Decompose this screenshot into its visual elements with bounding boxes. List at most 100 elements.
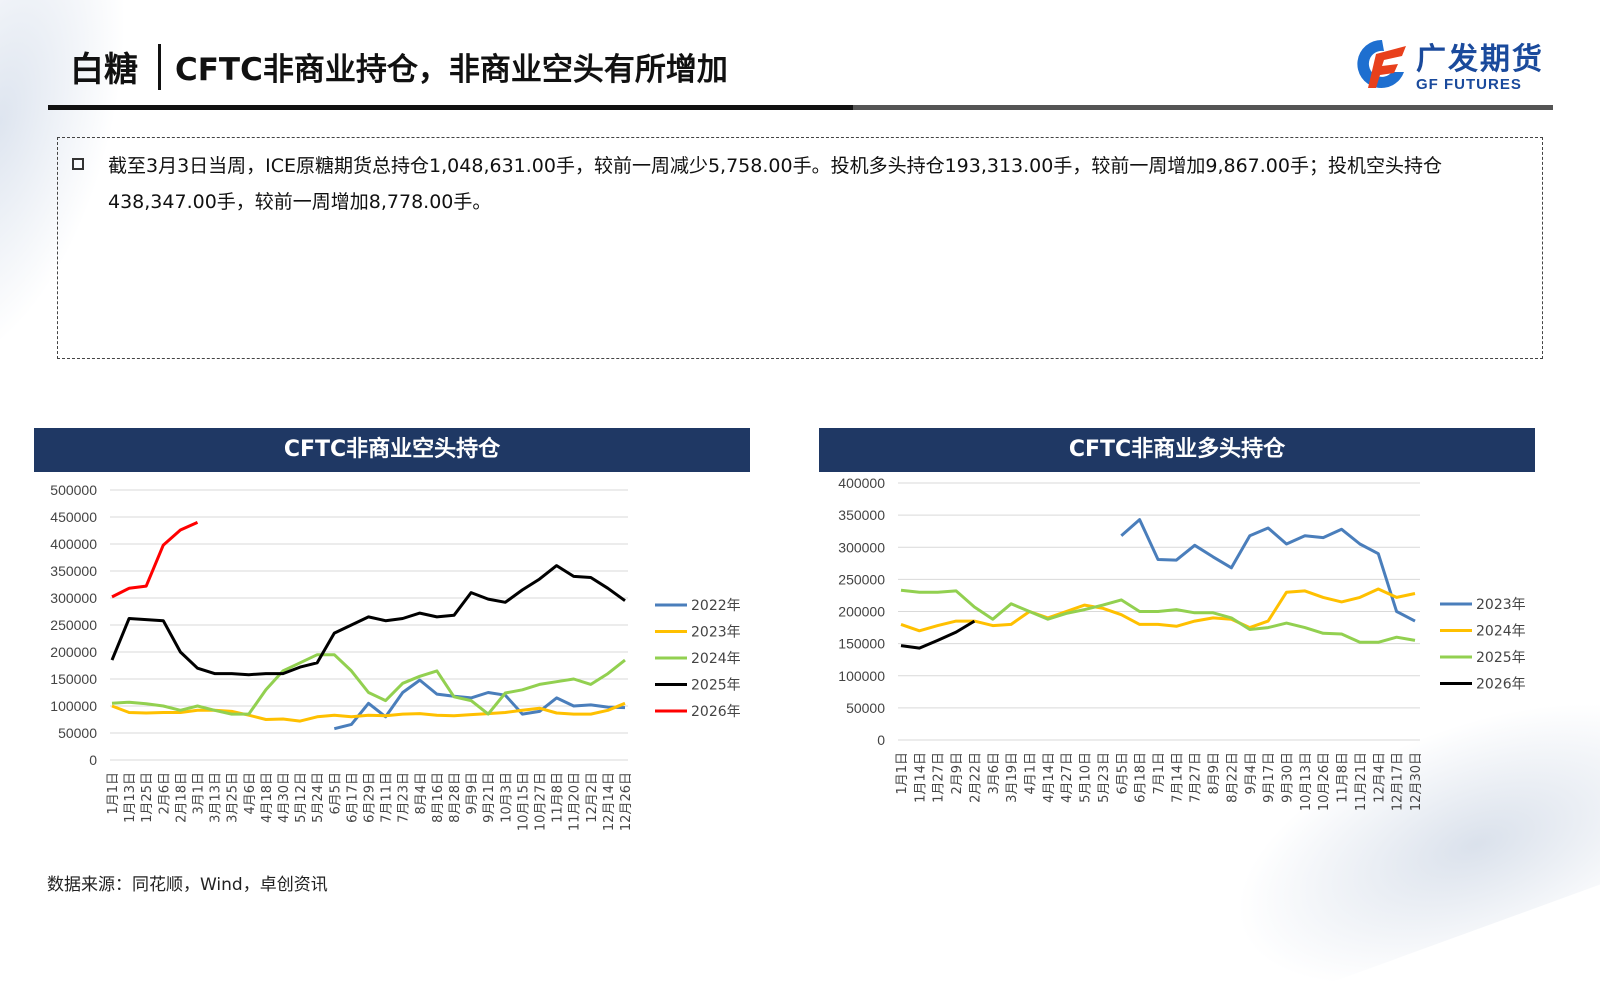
y-tick-label: 200000	[50, 644, 97, 660]
x-tick-label: 4月6日	[243, 772, 258, 815]
x-tick-label: 11月21日	[1354, 752, 1369, 811]
x-tick-label: 9月4日	[1244, 752, 1259, 795]
x-tick-label: 1月27日	[932, 752, 947, 803]
series-line-2024年	[111, 653, 626, 716]
y-tick-label: 100000	[838, 668, 885, 684]
x-tick-label: 12月26日	[619, 772, 634, 831]
x-tick-label: 6月5日	[1115, 752, 1130, 795]
x-tick-label: 4月14日	[1042, 752, 1057, 803]
series-line-2026年	[900, 619, 976, 650]
x-tick-label: 2月9日	[950, 752, 965, 795]
summary-box: 截至3月3日当周，ICE原糖期货总持仓1,048,631.00手，较前一周减少5…	[57, 137, 1543, 359]
x-tick-label: 4月30日	[277, 772, 292, 823]
y-tick-label: 500000	[50, 482, 97, 498]
x-tick-label: 3月13日	[209, 772, 224, 823]
x-tick-label: 10月26日	[1317, 752, 1332, 811]
y-tick-label: 150000	[50, 671, 97, 687]
title-subtitle: CFTC非商业持仓，非商业空头有所增加	[175, 52, 728, 88]
x-tick-label: 7月11日	[380, 772, 395, 823]
y-tick-label: 0	[89, 752, 97, 768]
chart-title-short: CFTC非商业空头持仓	[34, 428, 750, 472]
x-tick-label: 3月25日	[226, 772, 241, 823]
y-tick-label: 450000	[50, 509, 97, 525]
title-separator	[158, 43, 161, 90]
legend-label: 2026年	[1476, 677, 1526, 693]
y-tick-label: 50000	[846, 700, 885, 716]
x-tick-label: 4月18日	[260, 772, 275, 823]
x-tick-label: 1月14日	[913, 752, 928, 803]
x-tick-label: 8月4日	[414, 772, 429, 815]
series-line-2022年	[333, 678, 626, 731]
x-tick-label: 12月17日	[1391, 752, 1406, 811]
y-tick-label: 350000	[838, 507, 885, 523]
legend-label: 2026年	[691, 704, 741, 720]
title-commodity: 白糖	[70, 50, 138, 90]
y-tick-label: 100000	[50, 698, 97, 714]
x-tick-label: 7月14日	[1170, 752, 1185, 803]
x-tick-label: 3月1日	[192, 772, 207, 815]
x-tick-label: 3月6日	[987, 752, 1002, 795]
y-tick-label: 400000	[838, 475, 885, 491]
y-tick-label: 250000	[50, 617, 97, 633]
x-tick-label: 4月1日	[1024, 752, 1039, 795]
series-line-2023年	[1120, 518, 1416, 623]
bullet-icon	[72, 158, 84, 170]
data-source: 数据来源：同花顺，Wind，卓创资讯	[47, 875, 328, 895]
y-tick-label: 300000	[838, 539, 885, 555]
x-tick-label: 2月22日	[968, 752, 983, 803]
x-tick-label: 7月1日	[1152, 752, 1167, 795]
x-tick-label: 6月17日	[345, 772, 360, 823]
legend-label: 2024年	[1476, 624, 1526, 640]
x-tick-label: 7月23日	[397, 772, 412, 823]
x-tick-label: 8月28日	[448, 772, 463, 823]
y-tick-label: 200000	[838, 604, 885, 620]
title-underline	[48, 105, 1553, 110]
x-tick-label: 12月30日	[1409, 752, 1424, 811]
x-tick-label: 1月25日	[140, 772, 155, 823]
x-tick-label: 11月8日	[551, 772, 566, 823]
summary-text: 截至3月3日当周，ICE原糖期货总持仓1,048,631.00手，较前一周减少5…	[108, 155, 1442, 213]
gf-futures-logo: 广发期货 GF FUTURES	[1354, 34, 1544, 93]
x-tick-label: 10月27日	[534, 772, 549, 831]
x-tick-label: 10月3日	[499, 772, 514, 823]
x-tick-label: 9月9日	[465, 772, 480, 815]
x-tick-label: 7月27日	[1189, 752, 1204, 803]
x-tick-label: 11月20日	[568, 772, 583, 831]
y-tick-label: 300000	[50, 590, 97, 606]
x-tick-label: 1月1日	[895, 752, 910, 795]
x-tick-label: 12月14日	[602, 772, 617, 831]
page-title: 白糖 CFTC非商业持仓，非商业空头有所增加	[70, 42, 728, 91]
x-tick-label: 1月13日	[123, 772, 138, 823]
x-tick-label: 5月10日	[1079, 752, 1094, 803]
y-tick-label: 150000	[838, 636, 885, 652]
x-tick-label: 8月9日	[1207, 752, 1222, 795]
series-line-2025年	[900, 588, 1416, 644]
x-tick-label: 2月6日	[157, 772, 172, 815]
x-tick-label: 9月17日	[1262, 752, 1277, 803]
legend-label: 2025年	[1476, 650, 1526, 666]
x-tick-label: 6月29日	[363, 772, 378, 823]
x-tick-label: 12月2日	[585, 772, 600, 823]
series-line-2025年	[110, 564, 626, 677]
chart-title-long: CFTC非商业多头持仓	[819, 428, 1535, 472]
gf-logo-icon	[1357, 39, 1406, 88]
series-line-2026年	[111, 521, 199, 599]
x-tick-label: 10月13日	[1299, 752, 1314, 811]
x-tick-label: 5月23日	[1097, 752, 1112, 803]
x-tick-label: 6月5日	[328, 772, 343, 815]
y-tick-label: 250000	[838, 571, 885, 587]
x-tick-label: 5月24日	[311, 772, 326, 823]
legend-label: 2023年	[1476, 597, 1526, 613]
x-tick-label: 9月21日	[482, 772, 497, 823]
x-tick-label: 4月27日	[1060, 752, 1075, 803]
x-tick-label: 3月19日	[1005, 752, 1020, 803]
y-tick-label: 0	[877, 732, 885, 748]
x-tick-label: 10月15日	[516, 772, 531, 831]
series-line-2023年	[111, 701, 626, 723]
legend-label: 2023年	[691, 625, 741, 641]
x-tick-label: 5月12日	[294, 772, 309, 823]
x-tick-label: 1月1日	[106, 772, 121, 815]
logo-cn: 广发期货	[1416, 42, 1544, 77]
charts-layer: 0 50000 100000 150000 200000 250000 300000 3500…	[50, 475, 1526, 831]
x-tick-label: 9月30日	[1281, 752, 1296, 803]
